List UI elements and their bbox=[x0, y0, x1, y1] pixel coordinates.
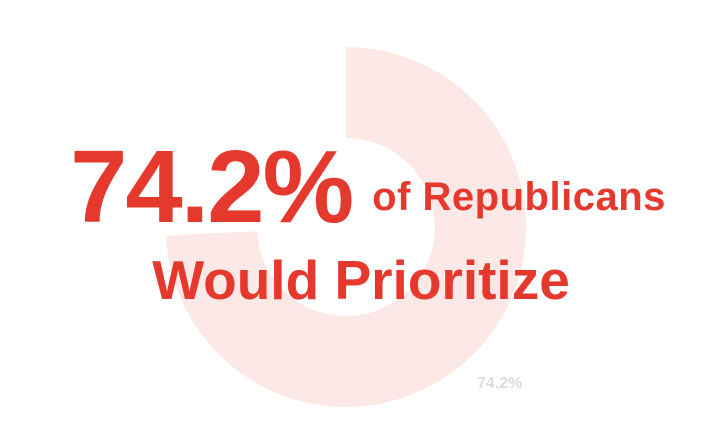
stat-value: 74.2% bbox=[70, 129, 354, 244]
headline-line2: Would Prioritize bbox=[152, 249, 570, 311]
donut-chart bbox=[166, 47, 526, 407]
stat-suffix: of Republicans bbox=[372, 175, 666, 219]
donut-hole bbox=[257, 138, 435, 316]
donut-data-label: 74.2% bbox=[477, 375, 523, 392]
headline-line1: 74.2% of Republicans bbox=[70, 135, 666, 238]
